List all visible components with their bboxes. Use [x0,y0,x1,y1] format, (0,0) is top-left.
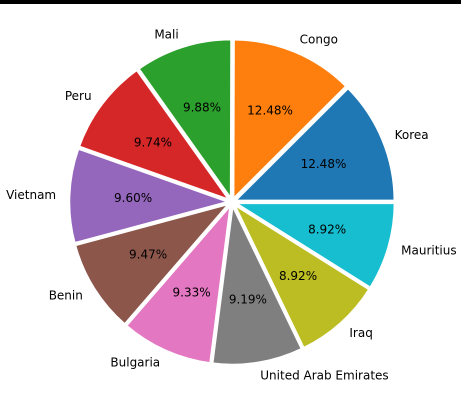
pie-percent-label-congo: 12.48% [247,104,293,118]
pie-wedge-mauritius [233,201,397,290]
pie-wedge-congo [231,37,348,201]
pie-percent-label-iraq: 8.92% [279,269,317,283]
pie-percent-label-vietnam: 9.60% [114,191,152,205]
pie-wedge-peru [77,68,231,202]
pie-category-label-mauritius: Mauritius [401,244,456,258]
pie-percent-label-korea: 12.48% [301,157,347,171]
pie-category-label-iraq: Iraq [349,326,372,340]
pie-wedge-benin [73,202,231,326]
pie-labels: 12.48% Korea 12.48% Congo 9.88% Mali 9.74% Peru… [6,27,457,382]
pie-percent-label-bulgaria: 9.33% [173,285,211,299]
pie-percent-label-united-arab-emirates: 9.19% [229,293,267,307]
pie-wedges [67,37,397,367]
pie-percent-label-peru: 9.74% [134,135,172,149]
pie-category-label-peru: Peru [65,89,92,103]
pie-wedge-iraq [232,202,371,350]
pie-category-label-vietnam: Vietnam [6,188,56,202]
top-bar [0,0,461,4]
pie-wedge-bulgaria [124,203,233,365]
pie-category-label-benin: Benin [49,288,83,302]
pie-category-label-korea: Korea [395,128,429,142]
pie-percent-label-mali: 9.88% [183,101,221,115]
pie-wedge-mali [137,37,233,201]
pie-wedge-united-arab-emirates [210,203,304,367]
pie-category-label-united-arab-emirates: United Arab Emirates [260,369,388,383]
pie-percent-label-mauritius: 8.92% [308,222,346,236]
pie-percent-label-benin: 9.47% [129,248,167,262]
pie-category-label-congo: Congo [300,33,338,47]
pie-wedge-korea [233,86,397,203]
pie-wedge-vietnam [67,147,231,245]
pie-category-label-bulgaria: Bulgaria [110,356,160,370]
pie-category-label-mali: Mali [154,27,178,41]
